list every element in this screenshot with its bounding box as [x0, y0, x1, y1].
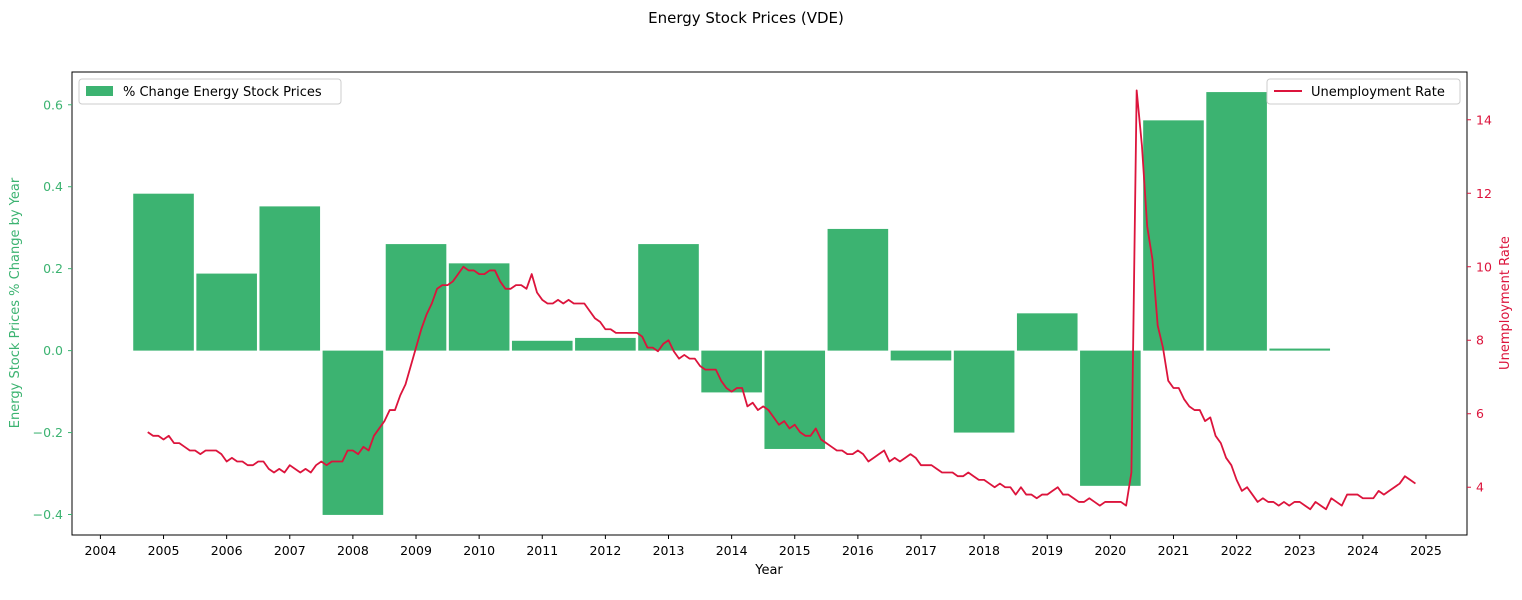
bar-series [133, 92, 1331, 515]
bar-2015 [764, 350, 826, 449]
bar-2007 [259, 206, 321, 351]
legend-line-label: Unemployment Rate [1311, 85, 1445, 100]
x-tick-label: 2021 [1158, 543, 1190, 558]
bar-2010 [448, 263, 510, 351]
legend-bars-label: % Change Energy Stock Prices [123, 85, 322, 100]
legend-bars-swatch [86, 86, 113, 96]
line-series [147, 89, 1416, 511]
x-tick-label: 2012 [589, 543, 621, 558]
x-tick-label: 2011 [526, 543, 558, 558]
bar-2022 [1206, 92, 1267, 351]
y-right-tick-label: 8 [1476, 333, 1484, 348]
x-tick-label: 2006 [211, 543, 243, 558]
x-tick-label: 2010 [463, 543, 495, 558]
bar-2014 [701, 350, 762, 393]
x-tick-label: 2009 [400, 543, 432, 558]
y-left-tick-label: 0.6 [43, 97, 63, 112]
bar-2009 [385, 244, 447, 351]
y-axis-right: 4 6 8 10 12 14 [1467, 112, 1492, 495]
bar-2017 [890, 350, 952, 361]
bar-2012 [575, 337, 636, 351]
x-tick-label: 2024 [1347, 543, 1379, 558]
y-axis-left: −0.4 −0.2 0.0 0.2 0.4 0.6 [33, 97, 72, 522]
bar-2011 [511, 340, 573, 351]
x-tick-label: 2016 [842, 543, 874, 558]
x-tick-label: 2023 [1284, 543, 1316, 558]
x-tick-label: 2014 [716, 543, 748, 558]
bar-2005 [133, 193, 194, 351]
x-tick-label: 2022 [1221, 543, 1253, 558]
y-left-tick-label: 0.4 [43, 179, 63, 194]
bar-2013 [638, 244, 699, 351]
bar-2016 [827, 228, 889, 351]
bar-2023 [1269, 348, 1331, 351]
bar-2018 [953, 350, 1015, 433]
line-unemployment-rate [147, 89, 1416, 511]
x-tick-label: 2013 [653, 543, 685, 558]
y-axis-right-label: Unemployment Rate [1498, 236, 1513, 370]
x-tick-label: 2019 [1031, 543, 1063, 558]
chart-title: Energy Stock Prices (VDE) [648, 9, 844, 27]
x-axis-label: Year [754, 563, 783, 578]
y-axis-left-label: Energy Stock Prices % Change by Year [8, 177, 23, 428]
x-tick-label: 2017 [905, 543, 937, 558]
x-axis: 2004 2005 2006 2007 2008 2009 2010 2011 2012 2013… [84, 535, 1442, 558]
x-tick-label: 2025 [1410, 543, 1442, 558]
bar-2020 [1080, 350, 1141, 486]
x-tick-label: 2004 [84, 543, 116, 558]
y-right-tick-label: 14 [1476, 112, 1492, 127]
y-right-tick-label: 12 [1476, 186, 1492, 201]
legend-line: Unemployment Rate [1266, 78, 1461, 105]
x-tick-label: 2015 [779, 543, 811, 558]
bar-2008 [322, 350, 384, 515]
y-right-tick-label: 4 [1476, 480, 1484, 495]
bar-2021 [1143, 120, 1204, 351]
y-right-tick-label: 10 [1476, 259, 1492, 274]
y-left-tick-label: 0.0 [43, 343, 63, 358]
x-tick-label: 2007 [274, 543, 306, 558]
x-tick-label: 2005 [148, 543, 180, 558]
bar-2019 [1016, 313, 1078, 351]
y-left-tick-label: −0.2 [33, 425, 63, 440]
y-left-tick-label: 0.2 [43, 261, 63, 276]
y-right-tick-label: 6 [1476, 406, 1484, 421]
x-tick-label: 2008 [337, 543, 369, 558]
x-tick-label: 2018 [968, 543, 1000, 558]
legend-bars: % Change Energy Stock Prices [78, 78, 342, 105]
plot-frame [71, 71, 1468, 536]
bar-2006 [196, 273, 257, 351]
y-left-tick-label: −0.4 [33, 507, 63, 522]
x-tick-label: 2020 [1094, 543, 1126, 558]
